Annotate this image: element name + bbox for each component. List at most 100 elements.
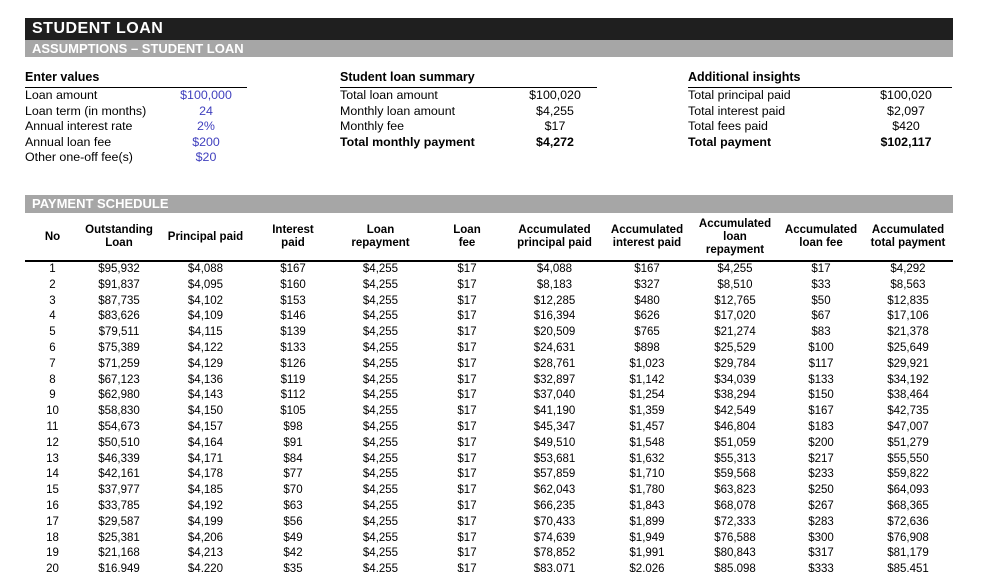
- cell[interactable]: $51,279: [887, 436, 929, 449]
- cell[interactable]: $4,255: [362, 263, 399, 275]
- cell[interactable]: $51,059: [714, 436, 756, 449]
- cell[interactable]: $62,043: [533, 484, 576, 497]
- cell[interactable]: $77: [283, 468, 303, 481]
- cell[interactable]: 9: [49, 389, 56, 402]
- cell[interactable]: $17: [457, 452, 477, 465]
- cell[interactable]: $16,949: [98, 563, 140, 572]
- cell[interactable]: $70: [283, 484, 303, 497]
- cell[interactable]: $25,381: [98, 531, 140, 544]
- cell[interactable]: $91: [283, 436, 303, 449]
- cell[interactable]: $105: [280, 405, 306, 418]
- cell[interactable]: $1,710: [629, 468, 665, 481]
- cell[interactable]: $4,255: [362, 515, 399, 528]
- cell[interactable]: 10: [46, 405, 59, 418]
- cell[interactable]: $76,908: [887, 531, 929, 544]
- cell[interactable]: $283: [808, 515, 834, 528]
- cell[interactable]: $1,457: [629, 420, 665, 433]
- cell[interactable]: $42,735: [887, 405, 929, 418]
- cell[interactable]: $50: [811, 294, 831, 307]
- cell[interactable]: $112: [280, 389, 306, 402]
- cell[interactable]: $66,235: [533, 499, 576, 512]
- cell[interactable]: $12,765: [714, 294, 756, 307]
- cell[interactable]: $4,164: [187, 436, 224, 449]
- cell[interactable]: $84: [283, 452, 303, 465]
- cell[interactable]: $4,088: [187, 263, 224, 275]
- cell[interactable]: $80,843: [714, 547, 756, 560]
- cell[interactable]: $1,632: [629, 452, 665, 465]
- cell[interactable]: $4,115: [188, 326, 223, 339]
- cell[interactable]: $8,563: [890, 278, 926, 291]
- cell[interactable]: $12,835: [887, 294, 929, 307]
- cell[interactable]: $17: [457, 563, 477, 572]
- cell[interactable]: $33: [811, 278, 831, 291]
- cell[interactable]: $4,220: [187, 563, 224, 572]
- cell[interactable]: $17: [457, 547, 477, 560]
- cell[interactable]: 16: [46, 499, 59, 512]
- cell[interactable]: $72,333: [714, 515, 756, 528]
- cell[interactable]: $17: [457, 294, 477, 307]
- cell[interactable]: $17: [457, 373, 477, 386]
- cell[interactable]: $4,292: [890, 263, 926, 275]
- cell[interactable]: $4,255: [362, 326, 399, 339]
- cell[interactable]: $167: [280, 263, 306, 275]
- cell[interactable]: $47,007: [887, 420, 929, 433]
- cell[interactable]: $38,464: [887, 389, 929, 402]
- cell[interactable]: $81,179: [887, 547, 929, 560]
- cell[interactable]: $4,255: [362, 389, 399, 402]
- cell[interactable]: $167: [808, 405, 834, 418]
- cell[interactable]: $74,639: [533, 531, 576, 544]
- cell[interactable]: $126: [280, 357, 306, 370]
- cell[interactable]: $55,550: [887, 452, 929, 465]
- cell[interactable]: $765: [634, 326, 660, 339]
- cell[interactable]: $29,784: [714, 357, 756, 370]
- cell[interactable]: $83: [811, 326, 831, 339]
- cell[interactable]: $4,136: [187, 373, 224, 386]
- cell[interactable]: $55,313: [714, 452, 756, 465]
- cell[interactable]: 12: [46, 436, 59, 449]
- cell[interactable]: $17: [457, 310, 477, 323]
- cell[interactable]: $64,093: [887, 484, 929, 497]
- cell[interactable]: $25,529: [714, 341, 756, 354]
- cell[interactable]: $85,451: [887, 563, 929, 572]
- cell[interactable]: 1: [49, 263, 56, 275]
- cell[interactable]: $1,254: [629, 389, 665, 402]
- cell[interactable]: $4,129: [187, 357, 224, 370]
- cell[interactable]: $62,980: [98, 389, 140, 402]
- cell[interactable]: 19: [46, 547, 59, 560]
- cell[interactable]: $17: [457, 499, 477, 512]
- cell[interactable]: $4,255: [362, 294, 399, 307]
- cell[interactable]: $75,389: [98, 341, 140, 354]
- cell[interactable]: $21,168: [98, 547, 140, 560]
- cell[interactable]: $4,255: [362, 420, 399, 433]
- cell[interactable]: $119: [280, 373, 306, 386]
- cell[interactable]: 6: [49, 341, 56, 354]
- cell[interactable]: 17: [46, 515, 59, 528]
- cell[interactable]: $72,636: [887, 515, 929, 528]
- cell[interactable]: $4,150: [187, 405, 224, 418]
- cell[interactable]: $1,023: [629, 357, 665, 370]
- cell[interactable]: $1,548: [629, 436, 665, 449]
- cell[interactable]: $100: [808, 341, 834, 354]
- cell[interactable]: 2: [49, 278, 56, 291]
- input-value-cell[interactable]: $20: [195, 150, 217, 164]
- cell[interactable]: $63: [283, 499, 303, 512]
- cell[interactable]: $8,510: [717, 278, 753, 291]
- cell[interactable]: $33,785: [98, 499, 140, 512]
- cell[interactable]: $1,899: [629, 515, 665, 528]
- cell[interactable]: $12,285: [533, 294, 576, 307]
- cell[interactable]: $24,631: [533, 341, 576, 354]
- cell[interactable]: $117: [808, 357, 834, 370]
- cell[interactable]: $59,568: [714, 468, 756, 481]
- cell[interactable]: $49,510: [533, 436, 576, 449]
- cell[interactable]: $68,078: [714, 499, 756, 512]
- cell[interactable]: $4,255: [362, 405, 399, 418]
- cell[interactable]: $68,365: [887, 499, 929, 512]
- cell[interactable]: $41,190: [533, 405, 576, 418]
- cell[interactable]: $1,991: [629, 547, 665, 560]
- cell[interactable]: $4,122: [187, 341, 224, 354]
- cell[interactable]: $57,859: [533, 468, 576, 481]
- cell[interactable]: $160: [280, 278, 306, 291]
- cell[interactable]: $183: [808, 420, 834, 433]
- cell[interactable]: $83,626: [98, 310, 140, 323]
- cell[interactable]: 13: [46, 452, 59, 465]
